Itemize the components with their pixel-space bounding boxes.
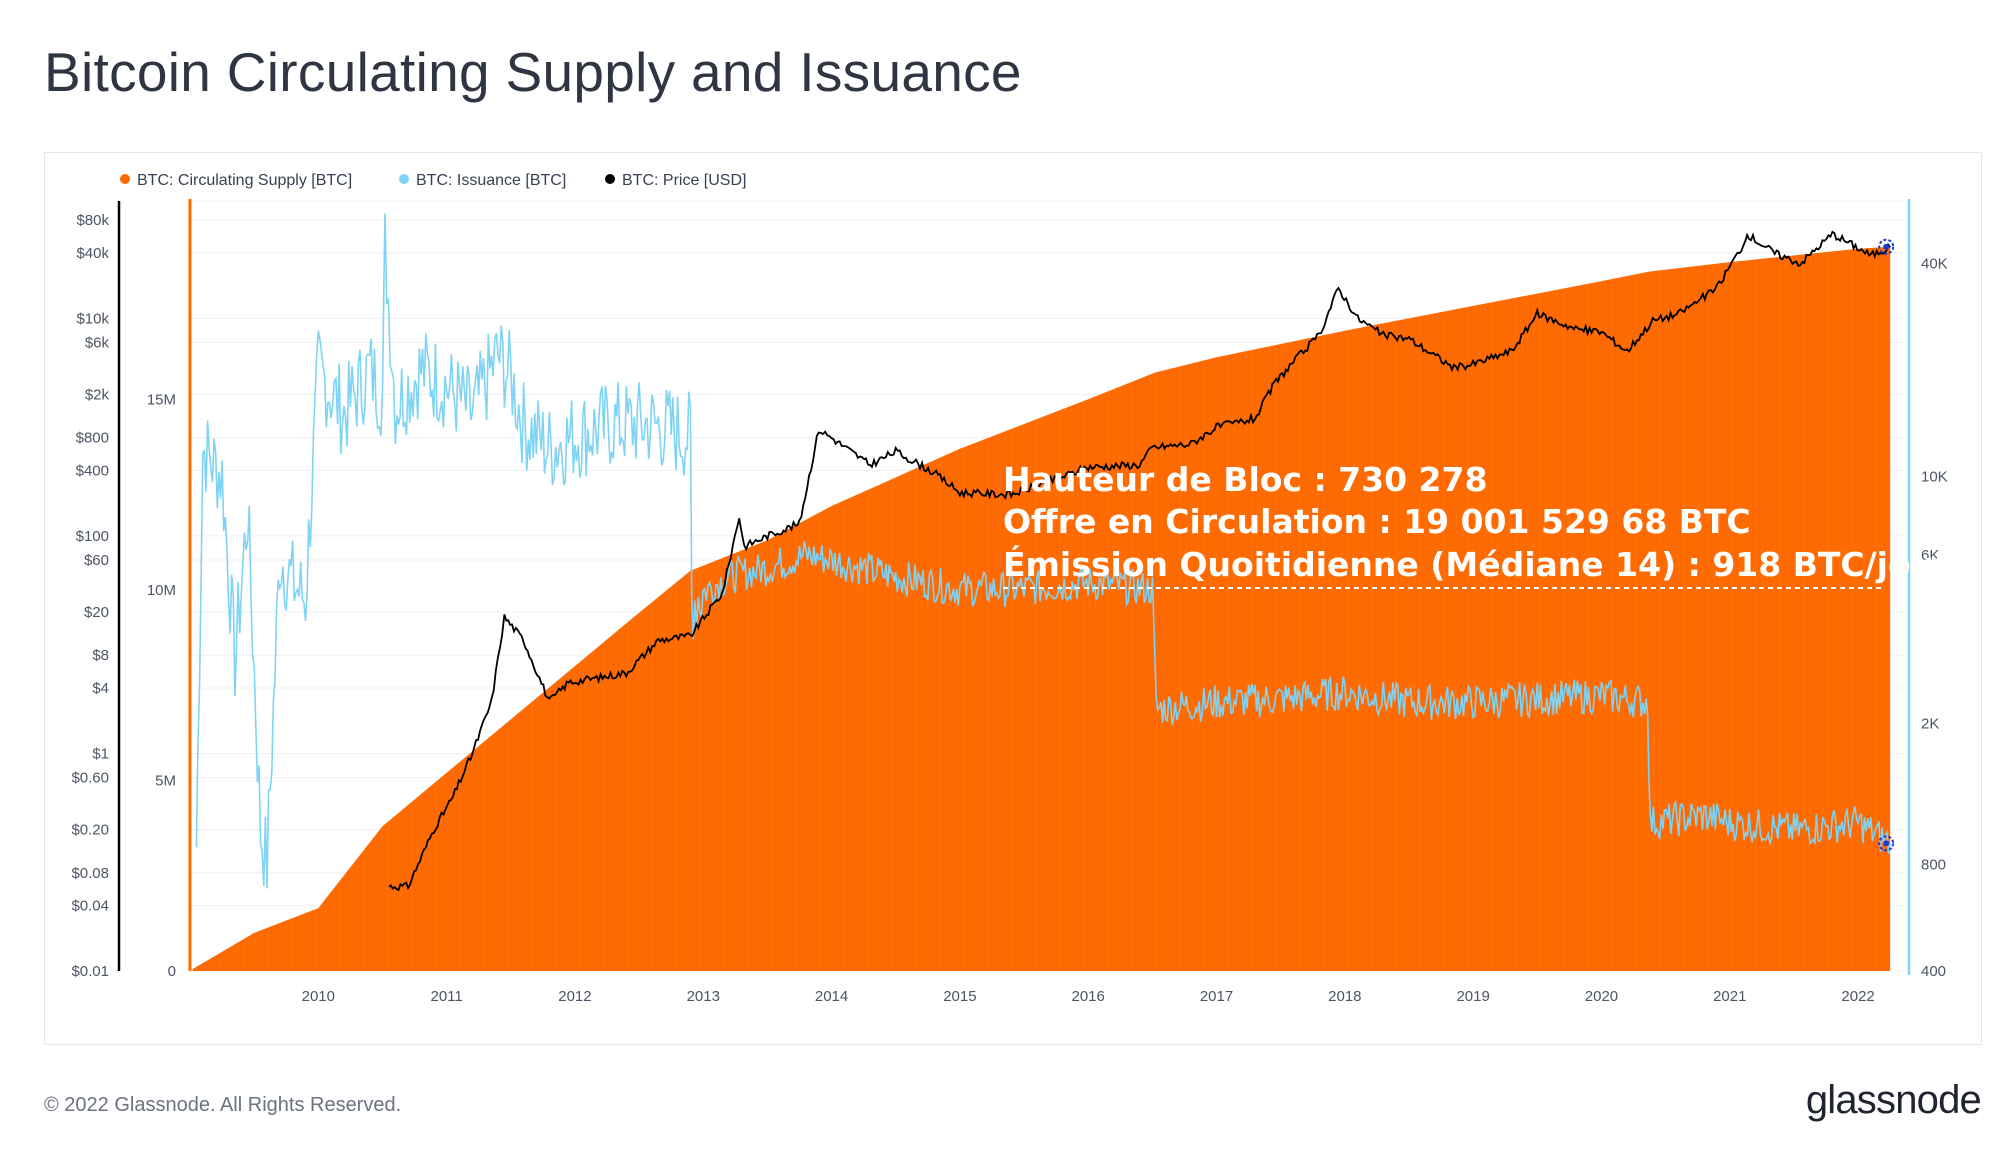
x-tick-label: 2022 xyxy=(1841,988,1874,1005)
x-tick-label: 2010 xyxy=(302,988,335,1005)
price-tick-label: $0.60 xyxy=(71,770,109,787)
price-tick-label: $0.04 xyxy=(71,898,109,915)
issuance-tick-label: 2K xyxy=(1921,716,1939,733)
issuance-tick-label: 10K xyxy=(1921,468,1948,485)
annotation-daily-issuance: Émission Quoitidienne (Médiane 14) : 918… xyxy=(1003,544,1951,584)
price-line xyxy=(388,230,1891,892)
issuance-tick-label: 6K xyxy=(1921,547,1939,564)
issuance-tick-label: 40K xyxy=(1921,255,1948,272)
issuance-line xyxy=(195,213,1891,889)
x-tick-label: 2020 xyxy=(1585,988,1618,1005)
price-tick-label: $100 xyxy=(76,528,109,545)
legend-marker-supply xyxy=(120,174,130,184)
legend-label-issuance[interactable]: BTC: Issuance [BTC] xyxy=(416,172,566,189)
price-tick-label: $0.01 xyxy=(71,963,109,980)
price-tick-label: $20 xyxy=(84,604,109,621)
circulating-supply-area xyxy=(192,246,1891,972)
price-tick-label: $60 xyxy=(84,552,109,569)
x-tick-label: 2015 xyxy=(943,988,976,1005)
price-tick-label: $10k xyxy=(76,310,109,327)
price-tick-label: $400 xyxy=(76,462,109,479)
x-tick-label: 2011 xyxy=(430,988,462,1005)
chart-legend: BTC: Circulating Supply [BTC] BTC: Issua… xyxy=(120,172,746,189)
x-tick-label: 2018 xyxy=(1328,988,1361,1005)
x-tick-label: 2012 xyxy=(558,988,591,1005)
x-tick-label: 2017 xyxy=(1200,988,1233,1005)
annotation-circulating-supply: Offre en Circulation : 19 001 529 68 BTC xyxy=(1003,502,1751,541)
legend-marker-issuance xyxy=(399,174,409,184)
supply-tick-label: 10M xyxy=(147,582,176,599)
issuance-tick-label: 400 xyxy=(1921,963,1946,980)
price-tick-label: $1 xyxy=(92,745,109,762)
footer-copyright: © 2022 Glassnode. All Rights Reserved. xyxy=(44,1094,402,1116)
supply-tick-label: 0 xyxy=(168,963,176,980)
x-tick-label: 2021 xyxy=(1713,988,1746,1005)
price-tick-label: $800 xyxy=(76,430,109,447)
chart: BTC: Circulating Supply [BTC] BTC: Issua… xyxy=(71,172,1951,1005)
legend-marker-price xyxy=(605,174,615,184)
price-tick-label: $6k xyxy=(85,335,110,352)
price-tick-label: $8 xyxy=(92,647,109,664)
chart-frame: BTC: Circulating Supply [BTC] BTC: Issua… xyxy=(44,152,1982,1045)
x-tick-label: 2016 xyxy=(1072,988,1105,1005)
price-tick-label: $0.08 xyxy=(71,865,109,882)
x-tick-label: 2014 xyxy=(815,988,848,1005)
glassnode-logo[interactable]: glassnode xyxy=(1805,1078,1982,1122)
price-tick-label: $80k xyxy=(76,212,109,229)
issuance-hover-marker[interactable] xyxy=(1878,835,1895,852)
x-tick-label: 2019 xyxy=(1456,988,1489,1005)
page-title: Bitcoin Circulating Supply and Issuance xyxy=(44,41,1022,103)
annotation-block-height: Hauteur de Bloc : 730 278 xyxy=(1003,460,1487,499)
price-tick-label: $2k xyxy=(85,386,110,403)
supply-hover-dot xyxy=(1883,243,1890,250)
price-tick-label: $4 xyxy=(92,680,109,697)
issuance-tick-label: 800 xyxy=(1921,856,1946,873)
x-tick-label: 2013 xyxy=(687,988,720,1005)
legend-label-supply[interactable]: BTC: Circulating Supply [BTC] xyxy=(137,172,352,189)
supply-tick-label: 15M xyxy=(147,391,176,408)
price-tick-label: $40k xyxy=(76,245,109,262)
legend-label-price[interactable]: BTC: Price [USD] xyxy=(622,172,746,189)
supply-tick-label: 5M xyxy=(155,772,176,789)
issuance-hover-dot xyxy=(1883,840,1890,847)
price-tick-label: $0.20 xyxy=(71,821,109,838)
